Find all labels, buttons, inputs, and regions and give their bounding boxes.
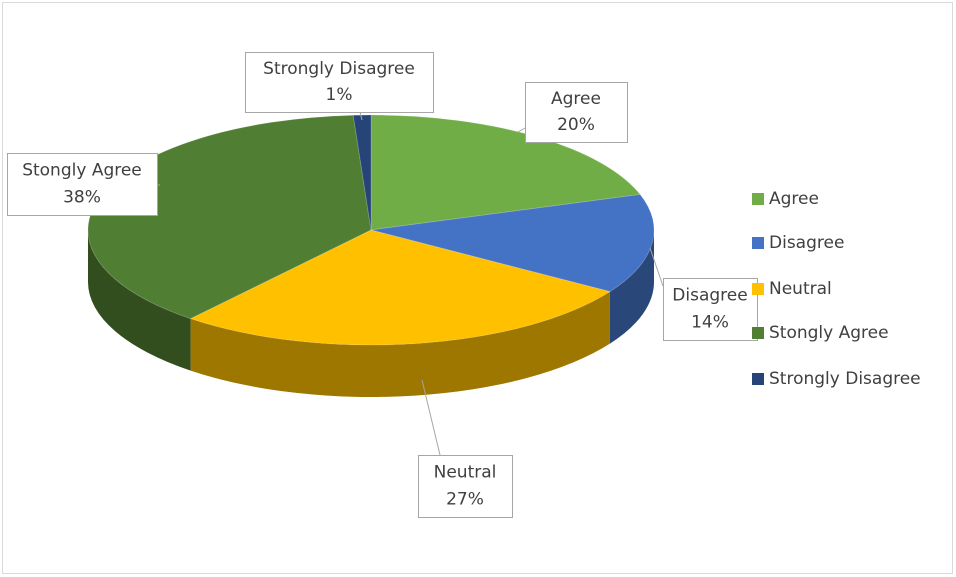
legend-swatch (752, 283, 764, 295)
pie-side (609, 230, 654, 344)
data-label-value: 20% (557, 115, 595, 135)
legend-label: Disagree (769, 233, 844, 253)
data-label-value: 1% (326, 85, 353, 105)
callout-box (418, 455, 513, 518)
leader-line (517, 127, 526, 133)
data-label-name: Agree (551, 89, 601, 109)
leader-line (649, 247, 664, 287)
legend-label: Strongly Disagree (769, 369, 921, 389)
data-label-name: Disagree (672, 285, 747, 305)
pie-side (190, 291, 610, 397)
legend-swatch (752, 327, 764, 339)
data-label-value: 14% (691, 313, 729, 333)
leader-line (359, 111, 363, 121)
callout-box (245, 52, 434, 113)
legend-swatch (752, 193, 764, 205)
data-label-name: Stongly Agree (22, 160, 142, 180)
data-label-value: 27% (446, 490, 484, 510)
data-label-name: Strongly Disagree (263, 59, 415, 79)
legend-label: Neutral (769, 279, 832, 299)
legend-label: Stongly Agree (769, 323, 889, 343)
pie-slice (352, 114, 372, 231)
pie-side (88, 230, 191, 371)
callout-box (7, 153, 158, 216)
legend-label: Agree (769, 189, 819, 209)
data-label-value: 38% (63, 188, 101, 208)
legend-swatch (752, 237, 764, 249)
pie-slice (370, 193, 655, 293)
callout-box (525, 82, 628, 143)
callout-box (663, 278, 758, 341)
data-label-name: Neutral (434, 462, 497, 482)
leader-line (421, 379, 441, 456)
legend-swatch (752, 373, 764, 385)
pie-slice (189, 229, 612, 346)
